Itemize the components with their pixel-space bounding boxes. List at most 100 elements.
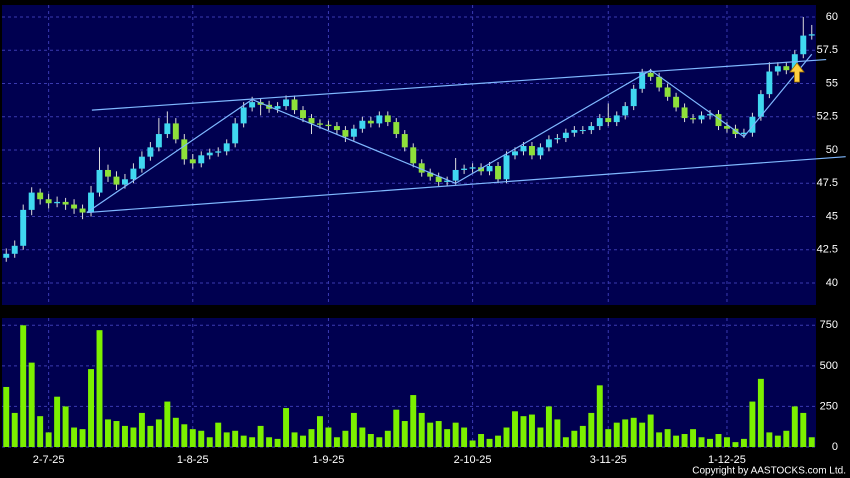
candle-body <box>698 115 705 120</box>
candle-body <box>249 102 256 108</box>
volume-bar <box>469 440 476 447</box>
volume-bar <box>698 437 705 447</box>
y-tick-label: 55 <box>826 77 838 89</box>
volume-bar <box>520 416 527 447</box>
candle-body <box>172 123 179 140</box>
volume-bar <box>639 422 646 447</box>
candle-body <box>147 147 154 157</box>
candle-body <box>444 180 451 182</box>
candle-body <box>749 116 756 133</box>
x-tick-label: 1-9-25 <box>313 454 345 466</box>
candle-body <box>367 120 374 124</box>
candle-body <box>3 253 10 258</box>
volume-bar <box>512 411 518 447</box>
volume-bar <box>393 409 400 447</box>
candle-body <box>28 192 35 210</box>
candle-body <box>571 130 578 133</box>
candle-body <box>291 99 298 111</box>
volume-bar <box>164 401 171 447</box>
volume-bar <box>715 434 722 447</box>
volume-bar <box>367 434 374 447</box>
candle-body <box>130 168 137 180</box>
volume-bar <box>486 438 493 447</box>
candle-body <box>757 94 764 117</box>
volume-bar <box>37 416 44 447</box>
volume-bar <box>528 414 535 447</box>
volume-bar <box>333 437 340 447</box>
volume-bar <box>317 416 323 447</box>
candle-body <box>495 165 501 180</box>
volume-bar <box>223 432 230 447</box>
volume-bar <box>418 412 425 447</box>
candle-body <box>715 114 722 127</box>
y-tick-label: 45 <box>826 210 838 222</box>
candle-body <box>325 124 332 127</box>
volume-bar <box>54 396 61 447</box>
candle-body <box>71 204 78 209</box>
volume-bar <box>88 369 94 447</box>
candle-body <box>198 155 205 164</box>
candle-body <box>452 169 459 181</box>
y-tick-label: 57.5 <box>817 44 838 56</box>
candle-body <box>724 126 730 129</box>
volume-bar <box>105 419 111 447</box>
volume-bar <box>45 432 52 447</box>
y-tick-label: 47.5 <box>817 177 838 189</box>
candle-body <box>342 130 349 137</box>
volume-bar <box>274 438 281 447</box>
candle-body <box>673 96 680 108</box>
volume-bar <box>384 430 391 447</box>
candle-body <box>537 147 544 156</box>
trend-line <box>650 69 745 138</box>
candle-body <box>410 147 417 164</box>
price-panel <box>2 5 816 305</box>
volume-bar <box>121 425 128 447</box>
candle-body <box>469 167 476 169</box>
volume-bar <box>376 437 383 447</box>
candle-body <box>223 143 230 152</box>
candle-body <box>138 156 145 169</box>
volume-bar <box>401 421 408 447</box>
volume-bar <box>11 412 18 447</box>
candle-body <box>113 176 120 185</box>
trend-line <box>91 58 827 111</box>
volume-bar <box>71 427 78 447</box>
candle-body <box>528 146 535 156</box>
volume-bar <box>630 417 637 447</box>
volume-bar <box>749 401 756 447</box>
candle-body <box>418 163 425 173</box>
volume-bar <box>461 427 468 447</box>
volume-bar <box>757 378 764 447</box>
candle-body <box>384 115 391 123</box>
y-tick-label: 60 <box>826 11 838 23</box>
y-tick-label: 40 <box>826 277 838 289</box>
candle-body <box>20 209 27 246</box>
volume-bar <box>257 425 264 447</box>
volume-bar <box>28 362 35 447</box>
volume-bar <box>503 427 510 447</box>
volume-bar <box>308 429 315 447</box>
candle-body <box>783 66 790 71</box>
volume-bar <box>732 442 739 447</box>
signal-arrow <box>789 62 805 83</box>
candle-body <box>503 155 510 180</box>
candle-body <box>486 165 493 172</box>
candle-body <box>240 107 247 124</box>
volume-bar <box>622 419 629 447</box>
x-tick-label: 2-7-25 <box>33 454 65 466</box>
candle-body <box>613 115 620 123</box>
y-tick-label: 750 <box>820 319 838 331</box>
volume-bar <box>283 408 290 447</box>
volume-bar <box>774 435 781 447</box>
x-tick-label: 1-12-25 <box>708 454 746 466</box>
candle-body <box>274 106 281 109</box>
volume-bar <box>147 425 154 447</box>
volume-bar <box>800 412 807 447</box>
volume-bar <box>452 422 459 447</box>
volume-bar <box>249 437 256 447</box>
candle-body <box>690 118 697 120</box>
volume-bar <box>266 437 273 447</box>
candle-body <box>401 134 408 148</box>
volume-bar <box>808 437 815 447</box>
